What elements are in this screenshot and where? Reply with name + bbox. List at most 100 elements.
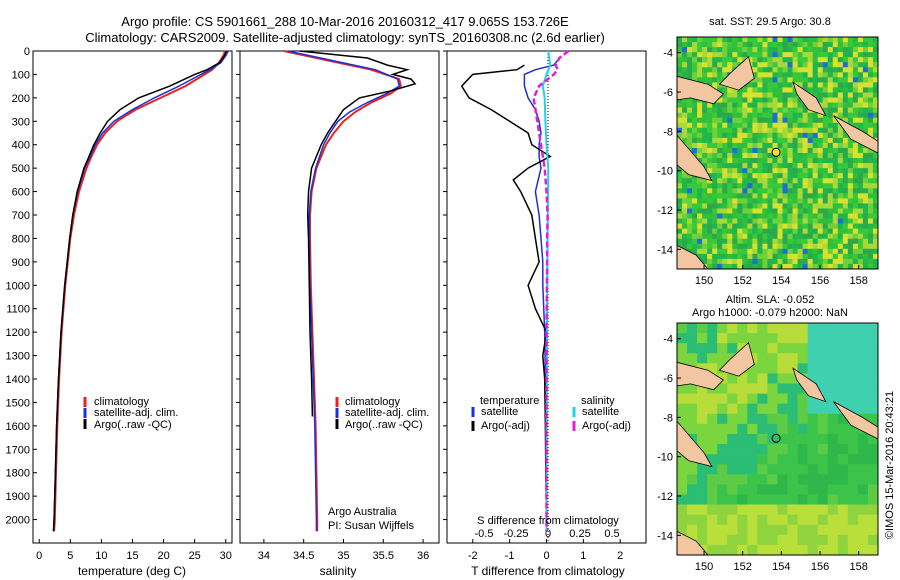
heatmap-cell <box>757 112 763 118</box>
heatmap-cell <box>697 423 708 435</box>
heatmap-cell <box>687 122 693 129</box>
heatmap-cell <box>782 158 788 164</box>
heatmap-cell <box>777 122 783 129</box>
heatmap-cell <box>857 117 864 124</box>
heatmap-cell <box>737 122 743 129</box>
heatmap-cell <box>687 514 698 526</box>
heatmap-cell <box>767 454 778 465</box>
heatmap-cell <box>777 112 783 118</box>
heatmap-cell <box>782 67 788 73</box>
heatmap-cell <box>772 107 778 113</box>
heatmap-cell <box>842 198 849 204</box>
heatmap-cell <box>697 198 703 204</box>
heatmap-cell <box>802 42 808 48</box>
heatmap-cell <box>747 454 758 465</box>
heatmap-cell <box>712 218 718 224</box>
heatmap-cell <box>727 168 733 174</box>
heatmap-cell <box>702 228 708 234</box>
heatmap-cell <box>837 132 844 139</box>
heatmap-cell <box>742 228 748 234</box>
heatmap-cell <box>767 178 773 184</box>
heatmap-cell <box>837 107 844 113</box>
heatmap-cell <box>867 203 874 209</box>
heatmap-cell <box>862 117 869 124</box>
heatmap-cell <box>832 72 839 78</box>
heatmap-cell <box>792 233 798 240</box>
heatmap-cell <box>687 37 693 43</box>
heatmap-cell <box>817 188 824 194</box>
heatmap-cell <box>737 233 743 240</box>
heatmap-cell <box>872 112 879 118</box>
heatmap-cell <box>812 42 818 48</box>
heatmap-cell <box>792 243 798 250</box>
heatmap-cell <box>847 433 859 445</box>
heatmap-cell <box>727 484 738 495</box>
heatmap-cell <box>867 253 874 260</box>
heatmap-cell <box>697 474 708 485</box>
heatmap-cell <box>822 97 829 103</box>
y-tick-label: 0 <box>24 46 30 58</box>
heatmap-cell <box>697 393 708 404</box>
heatmap-cell <box>677 198 683 204</box>
heatmap-cell <box>737 514 748 526</box>
heatmap-cell <box>852 183 859 189</box>
heatmap-cell <box>717 37 723 43</box>
heatmap-cell <box>822 228 829 234</box>
heatmap-cell <box>782 137 788 144</box>
heatmap-cell <box>797 57 803 63</box>
heatmap-cell <box>712 52 718 58</box>
sst-map-frame <box>676 36 879 270</box>
heatmap-cell <box>862 122 869 129</box>
heatmap-cell <box>697 484 708 495</box>
heatmap-cell <box>817 173 824 179</box>
heatmap-cell <box>807 147 813 154</box>
heatmap-cell <box>822 183 829 189</box>
heatmap-cell <box>712 112 718 118</box>
heatmap-cell <box>787 122 793 129</box>
heatmap-cell <box>692 147 698 154</box>
heatmap-cell <box>732 168 738 174</box>
heatmap-cell <box>682 137 688 144</box>
heatmap-cell <box>872 153 879 159</box>
heatmap-cell <box>807 253 813 260</box>
heatmap-cell <box>682 213 688 219</box>
heatmap-cell <box>802 188 808 194</box>
heatmap-cell <box>767 87 773 93</box>
heatmap-cell <box>857 97 864 103</box>
heatmap-cell <box>802 213 808 219</box>
heatmap-cell <box>852 198 859 204</box>
heatmap-cell <box>862 223 869 229</box>
heatmap-cell <box>797 323 808 334</box>
heatmap-cell <box>747 323 758 334</box>
heatmap-cell <box>772 57 778 63</box>
heatmap-cell <box>722 203 728 209</box>
heatmap-cell <box>827 258 834 265</box>
heatmap-cell <box>822 102 829 108</box>
heatmap-cell <box>872 253 879 260</box>
heatmap-cell <box>747 127 753 134</box>
series-line-satellite-adj-clim- <box>52 50 229 532</box>
heatmap-cell <box>782 87 788 93</box>
heatmap-cell <box>757 243 763 250</box>
heatmap-cell <box>807 363 818 374</box>
heatmap-cell <box>832 57 839 63</box>
heatmap-cell <box>807 183 813 189</box>
heatmap-cell <box>757 454 768 465</box>
map-x-tick-label: 152 <box>734 275 752 287</box>
heatmap-cell <box>677 213 683 219</box>
heatmap-cell <box>677 188 683 194</box>
heatmap-cell <box>852 57 859 63</box>
heatmap-cell <box>867 122 874 129</box>
map-y-tick-label: -14 <box>657 530 673 542</box>
heatmap-cell <box>747 484 758 495</box>
heatmap-cell <box>752 122 758 129</box>
heatmap-cell <box>767 203 773 209</box>
heatmap-cell <box>742 137 748 144</box>
heatmap-cell <box>737 142 743 149</box>
heatmap-cell <box>807 413 818 425</box>
heatmap-cell <box>797 132 803 139</box>
heatmap-cell <box>852 258 859 265</box>
heatmap-cell <box>842 218 849 224</box>
heatmap-cell <box>732 248 738 255</box>
heatmap-cell <box>757 132 763 139</box>
